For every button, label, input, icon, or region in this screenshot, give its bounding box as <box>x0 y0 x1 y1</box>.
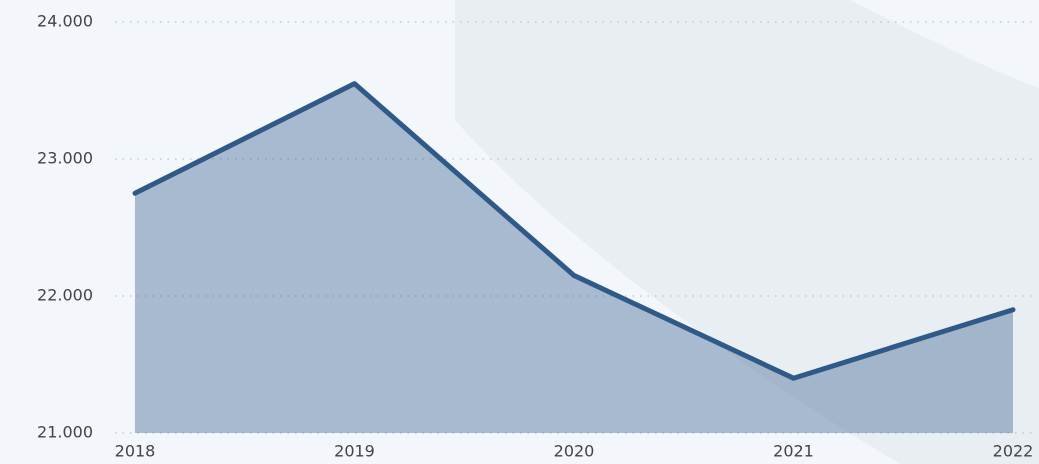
area-fill <box>135 83 1013 434</box>
y-tick-label: 23.000 <box>37 149 93 168</box>
x-tick-label: 2022 <box>993 442 1034 461</box>
y-tick-label: 21.000 <box>37 423 93 442</box>
y-tick-label: 22.000 <box>37 286 93 305</box>
line <box>132 81 1016 381</box>
x-tick-label: 2019 <box>334 442 375 461</box>
x-tick-label: 2018 <box>115 442 156 461</box>
y-tick-label: 24.000 <box>37 12 93 31</box>
x-tick-label: 2020 <box>554 442 595 461</box>
x-tick-label: 2021 <box>773 442 814 461</box>
